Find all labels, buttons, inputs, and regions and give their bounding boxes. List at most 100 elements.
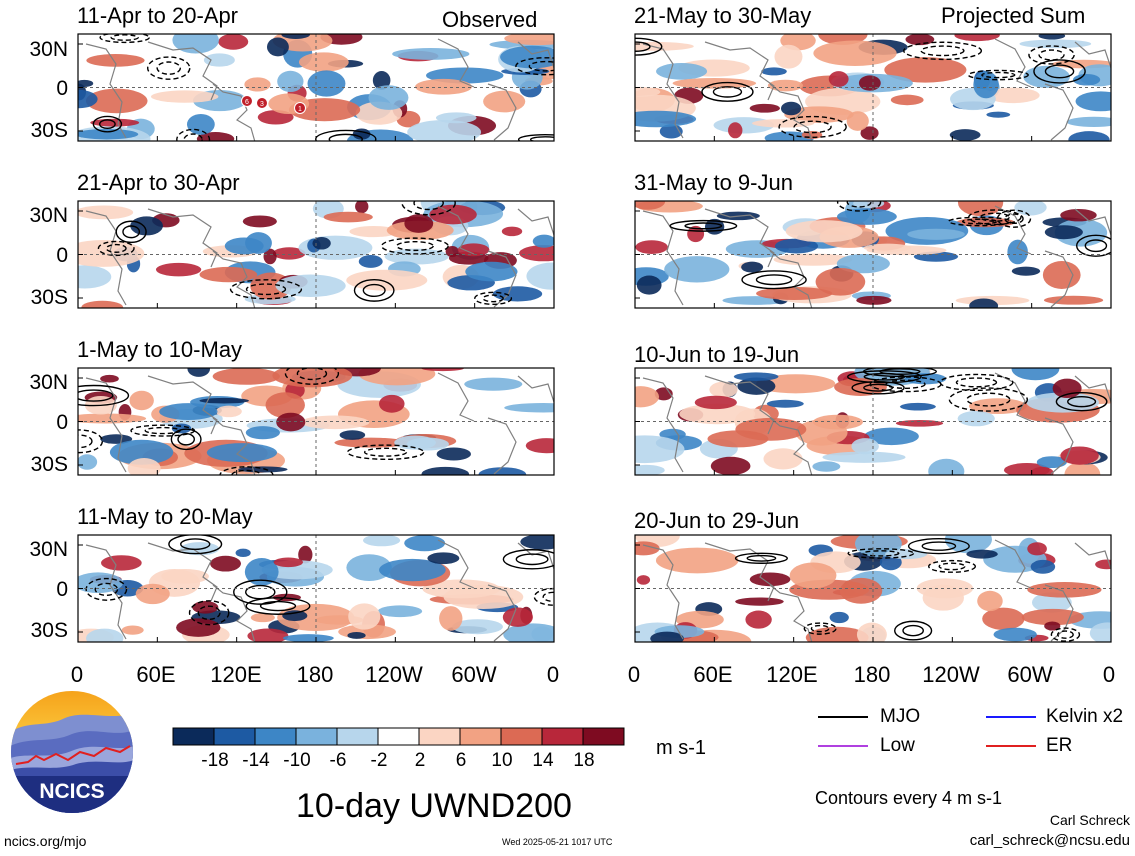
mjo-contour: [188, 600, 230, 626]
anomaly-shade: [635, 464, 665, 475]
mjo-contour: [847, 548, 915, 559]
coastline: [147, 208, 218, 268]
anomaly-shade: [812, 461, 841, 472]
mjo-contour: [981, 71, 1016, 79]
mjo-contour: [836, 201, 882, 212]
anomaly-shade: [986, 87, 1040, 104]
anomaly-shade: [206, 443, 278, 463]
x-label: 60E: [136, 662, 176, 687]
mjo-contour: [180, 538, 211, 551]
anomaly-shade: [1043, 295, 1104, 305]
anomaly-shade: [636, 575, 651, 585]
y-label-30n: 30N: [29, 538, 68, 561]
x-label: 120E: [766, 662, 818, 687]
mjo-contour: [85, 577, 128, 601]
site-url: ncics.org/mjo: [4, 833, 87, 849]
colorbar-tick: -10: [283, 750, 311, 771]
mjo-contour: [862, 368, 937, 378]
author-email: carl_schreck@ncsu.edu: [969, 832, 1130, 849]
mjo-contour: [115, 220, 147, 244]
anomaly-shade: [362, 535, 401, 547]
panel-title: 21-Apr to 30-Apr: [77, 170, 240, 195]
anomaly-shade: [1089, 622, 1111, 642]
anomaly-shade: [655, 547, 739, 574]
main-title: 10-day UWND200: [296, 787, 572, 825]
anomaly-shade: [532, 234, 554, 248]
anomaly-shade: [957, 201, 1004, 217]
anomaly-shade: [273, 557, 303, 568]
mjo-contour: [1067, 396, 1097, 408]
anomaly-shade: [846, 111, 869, 131]
anomaly-shade: [767, 79, 804, 92]
mjo-contour: [528, 60, 554, 72]
anomaly-shade: [277, 70, 304, 93]
anomaly-shade: [300, 415, 370, 430]
mjo-contour: [502, 549, 554, 570]
anomaly-shade: [636, 275, 662, 295]
colorbar-tick: 18: [573, 750, 595, 771]
anomaly-shade: [1064, 461, 1101, 475]
anomaly-shade: [347, 632, 366, 639]
anomaly-shade: [735, 597, 784, 606]
mjo-contour: [413, 201, 444, 211]
coastline: [1074, 208, 1111, 236]
anomaly-shade: [187, 368, 210, 377]
mjo-contour: [176, 128, 211, 141]
x-label: 0: [70, 662, 84, 687]
anomaly-shade: [135, 583, 170, 605]
coastline: [1074, 542, 1111, 570]
anomaly-shade: [635, 110, 697, 128]
anomaly-shade: [298, 52, 349, 72]
x-label: 180: [296, 662, 334, 687]
anomaly-shade: [176, 618, 221, 637]
anomaly-shade: [749, 103, 780, 113]
anomaly-shade: [339, 430, 366, 440]
anomaly-shade: [679, 403, 756, 425]
y-label-0: 0: [56, 578, 68, 601]
panel-title: 11-Apr to 20-Apr: [77, 3, 239, 28]
mjo-contour: [183, 133, 203, 141]
anomaly-shade: [439, 606, 463, 631]
anomaly-shade: [829, 611, 849, 624]
anomaly-shade: [1072, 73, 1101, 86]
anomaly-shade: [1011, 368, 1060, 381]
anomaly-shade: [436, 447, 471, 461]
colorbar-swatch: [418, 727, 461, 746]
mjo-contour: [938, 562, 966, 571]
anomaly-shade: [435, 112, 477, 124]
mjo-contour: [170, 428, 202, 451]
mjo-contour: [778, 115, 847, 139]
anomaly-shade: [218, 34, 249, 50]
anomaly-shade: [281, 34, 311, 39]
anomaly-shade: [186, 113, 215, 135]
anomaly-shade: [890, 94, 924, 106]
mjo-contour: [1028, 45, 1075, 65]
anomaly-shade: [884, 57, 967, 83]
colorbar-tick: 14: [532, 750, 554, 771]
coastline: [437, 372, 475, 422]
anomaly-shade: [272, 247, 306, 260]
mjo-contour: [1057, 630, 1074, 639]
units-label: m s-1: [656, 737, 706, 759]
anomaly-shade: [372, 71, 391, 90]
anomaly-shade: [828, 71, 849, 87]
mjo-contour: [846, 201, 872, 208]
coastline: [212, 584, 256, 642]
anomaly-shade: [837, 208, 897, 225]
coastline: [85, 544, 127, 640]
y-label-0: 0: [56, 411, 68, 434]
anomaly-shade: [100, 374, 119, 383]
anomaly-shade: [656, 63, 708, 80]
mjo-contour: [78, 434, 93, 449]
anomaly-shade: [245, 426, 280, 440]
coastline: [517, 208, 554, 236]
y-label-0: 0: [56, 244, 68, 267]
mjo-contour: [233, 579, 288, 605]
anomaly-shade: [100, 555, 142, 571]
anomaly-shade: [298, 545, 313, 564]
mjo-contour: [245, 283, 287, 296]
colorbar-tick: 6: [455, 750, 467, 771]
coastline: [994, 38, 1032, 88]
anomaly-shade: [1014, 201, 1047, 216]
mjo-contour: [948, 216, 1012, 227]
